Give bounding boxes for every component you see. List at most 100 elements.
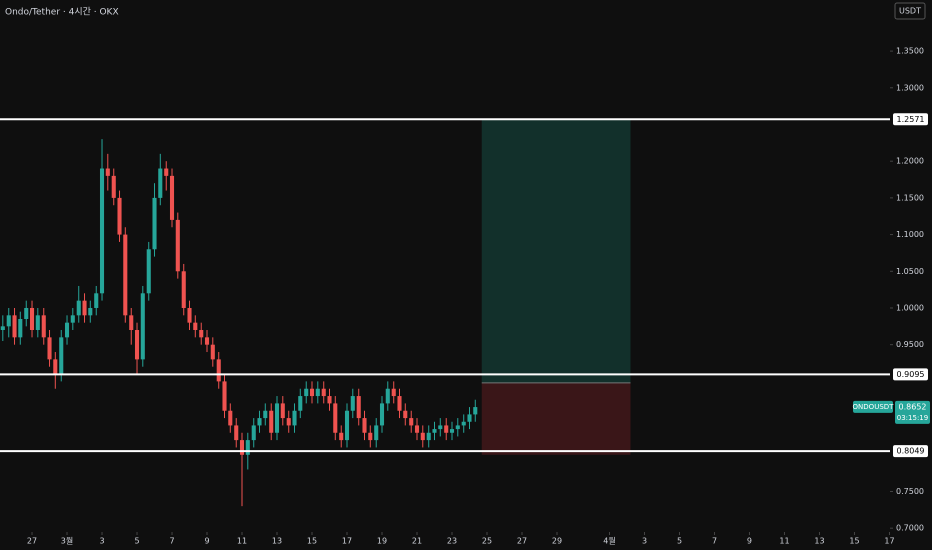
x-tick-label: 13 [814,537,824,546]
candle-body [257,418,262,426]
candle-body [309,388,315,397]
candle-body [286,418,291,426]
candle-body [344,410,350,441]
y-tick-label: 1.3000 [896,83,924,92]
level-label-box [893,368,928,381]
candle-body [181,271,186,308]
x-tick-label: 5 [677,537,682,546]
x-tick-label: 29 [552,537,562,546]
candle-body [0,326,5,331]
x-tick-label: 3 [99,537,104,546]
candle-body [350,396,355,411]
candle-body [280,403,285,419]
x-tick-label: 17 [342,537,352,546]
candle-body [333,403,338,433]
candle-body [41,315,46,338]
y-tick-label: 1.3500 [896,47,924,56]
candle-body [455,425,460,430]
y-tick-label: 1.1500 [896,193,924,202]
candle-body [99,168,105,294]
candle-body [222,381,227,411]
symbol-box [853,400,893,413]
y-tick-label: 1.0000 [896,303,924,312]
symbol-label: ONDOUSDT [853,403,895,411]
x-tick-label: 13 [272,537,282,546]
candle-body [339,432,344,441]
level-label-box [893,445,928,458]
y-tick-label: 1.1000 [896,230,924,239]
x-tick-label: 15 [849,537,859,546]
currency-button[interactable] [894,2,926,20]
candle-body [391,388,396,397]
x-tick-label: 5 [134,537,139,546]
currency[interactable]: USDT [899,7,921,16]
candle-body [461,421,466,426]
candle-body [473,407,478,415]
candle-body [414,425,420,433]
candle-body [140,293,145,360]
x-tick-label: 7 [712,537,717,546]
target-zone [481,119,631,383]
candle-body [403,410,408,419]
candle-body [59,337,64,375]
x-tick-label: 23 [447,537,457,546]
candle-body [438,425,443,430]
level-label-box [893,113,928,126]
candle-body [444,425,449,433]
x-tick-label: 11 [779,537,789,546]
candle-body [228,410,233,426]
y-tick-label: 0.9500 [896,340,924,349]
candle-body [117,197,122,235]
x-tick-label: 15 [307,537,317,546]
candle-body [76,300,81,316]
candle-body [234,425,239,441]
price-label: 0.8652 [899,402,927,411]
candle-body [29,307,35,331]
candle-body [327,396,332,404]
candle-body [379,403,385,426]
x-tick-label: 7 [169,537,174,546]
candle-body [6,315,11,327]
candle-body [164,168,169,176]
candle-body [245,440,250,455]
candle-body [199,330,204,338]
candle-body [321,388,326,397]
candle-body [304,388,309,397]
candle-body [210,344,215,360]
x-tick-label: 9 [747,537,752,546]
candle-body [105,168,110,176]
candle-body [432,429,437,433]
candle-body [374,425,379,441]
x-tick-label: 11 [237,537,247,546]
candle-body [409,418,414,426]
x-tick-label: 9 [204,537,209,546]
level-label: 1.2571 [897,115,925,124]
candle-body [88,307,93,316]
candle-body [169,175,175,220]
candle-body [204,337,210,345]
x-tick-label: 27 [517,537,527,546]
candle-body [356,396,361,419]
x-tick-label: 25 [482,537,492,546]
candle-body [239,440,245,455]
x-tick-label: 19 [377,537,387,546]
candle-body [216,359,221,382]
candle-body [263,410,268,419]
y-tick-label: 1.0500 [896,267,924,276]
candle-body [449,429,455,433]
candle-body [368,432,373,441]
candle-body [175,219,180,272]
candle-body [111,175,116,198]
level-label: 0.9095 [897,370,925,379]
candle-body [298,396,303,411]
candle-body [362,418,367,433]
y-tick-label: 0.7000 [896,524,924,533]
x-tick-label: 4월 [603,536,615,546]
candle-body [94,293,99,308]
y-tick-label: 1.2000 [896,157,924,166]
candle-body [467,414,472,422]
candle-body [152,197,157,250]
chart-title: Ondo/Tether · 4시간 · OKX [5,7,119,18]
